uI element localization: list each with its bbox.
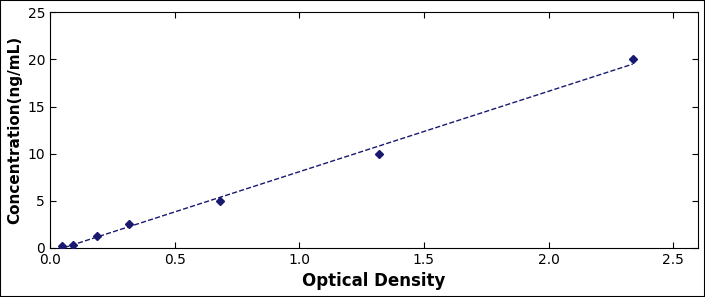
Y-axis label: Concentration(ng/mL): Concentration(ng/mL) (7, 36, 22, 224)
X-axis label: Optical Density: Optical Density (302, 272, 446, 290)
